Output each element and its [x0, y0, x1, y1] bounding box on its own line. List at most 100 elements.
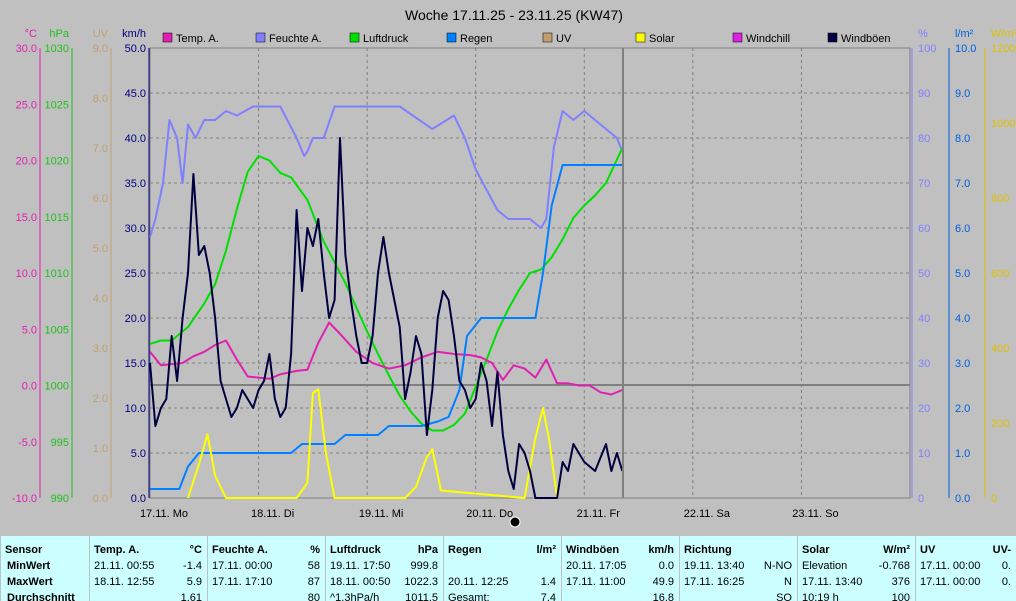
axis-tick-label: 0.0 [955, 493, 970, 505]
axis-tick-label: 10.0 [955, 43, 976, 55]
axis-tick-label: 100 [918, 43, 936, 55]
x-tick-label: 19.11. Mi [359, 508, 403, 520]
panel-header: Temp. A. [94, 544, 140, 556]
row-value: 7.4 [540, 592, 556, 601]
x-tick-label: 21.11. Fr [577, 508, 621, 520]
axis-tick-label: 1010 [45, 268, 69, 280]
weekly-weather-chart: °C 30.0 25.0 20.0 15.0 10.0 5.0 0.0 -5.0 -10.0 hPa… [11, 7, 1016, 528]
axis-tick-label: 6.0 [955, 223, 970, 235]
axis-tick-label: 5.0 [22, 324, 37, 336]
axis-tick-label: 1030 [45, 43, 69, 55]
legend-swatch [446, 32, 457, 43]
legend-label: Luftdruck [363, 33, 409, 45]
current-day-dot [509, 516, 521, 528]
axis-tick-label: 60 [918, 223, 930, 235]
row-value: 0.0 [658, 560, 674, 572]
axis-unit-label: UV [93, 28, 109, 40]
axis-tick-label: 0 [991, 493, 997, 505]
row-time: ^1.3hPa/h [330, 592, 380, 601]
row-value: 1011.5 [405, 592, 438, 601]
axis-tick-label: 600 [991, 268, 1009, 280]
row-label: MaxWert [7, 576, 53, 588]
row-time: 21.11. 00:55 [94, 560, 155, 572]
row-time: 20.11. 17:05 [566, 560, 627, 572]
series-line-tempa [149, 321, 623, 396]
stats-panel-uv: UV UV- 17.11. 00:00 0. 17.11. 00:00 0. [915, 536, 1016, 601]
row-label: Durchschnitt [7, 592, 75, 601]
axis-tick-label: 70 [918, 178, 930, 190]
axis-tick-label: 10.0 [16, 268, 37, 280]
value-axes: °C 30.0 25.0 20.0 15.0 10.0 5.0 0.0 -5.0 -10.0 hPa… [12, 28, 1016, 505]
stats-panel-solar: Solar W/m² Elevation -0.768 17.11. 13:40 376 1… [797, 536, 916, 601]
axis-unit-label: km/h [122, 28, 146, 40]
axis-tick-label: 0.0 [131, 493, 146, 505]
x-tick-label: 17.11. Mo [140, 508, 188, 520]
stats-panel-sensor: Sensor MinWert MaxWert Durchschnitt [0, 536, 90, 601]
axis-tick-label: 7.0 [93, 143, 108, 155]
series-line-feuchtea [149, 105, 624, 238]
axis-tick-label: 90 [918, 88, 930, 100]
axis-tick-label: 995 [51, 437, 69, 449]
axis-tick-label: 1005 [45, 324, 69, 336]
legend-label: Temp. A. [176, 33, 219, 45]
row-time: 10:19 h [802, 592, 839, 601]
row-value: 16.8 [652, 592, 674, 601]
legend-label: Feuchte A. [269, 33, 322, 45]
legend-swatch [635, 32, 646, 43]
legend-label: Windböen [841, 33, 891, 45]
axis-tick-label: 2.0 [955, 403, 970, 415]
row-value: 87 [307, 576, 320, 588]
row-value: 58 [307, 560, 320, 572]
axis-tick-label: 25.0 [125, 268, 146, 280]
legend-label: Windchill [746, 33, 790, 45]
axis-unit-label: l/m² [955, 28, 974, 40]
stats-panel-regen: Regen l/m² 20.11. 12:25 1.4 Gesamt: 7.4 [443, 536, 562, 601]
axis-tick-label: 35.0 [125, 178, 146, 190]
legend-label: Regen [460, 33, 492, 45]
row-value: 5.9 [186, 576, 202, 588]
axis-tick-label: 10 [918, 448, 930, 460]
row-time: 17.11. 00:00 [920, 560, 981, 572]
row-time: 20.11. 12:25 [448, 576, 509, 588]
axis-tick-label: 1025 [45, 99, 69, 111]
row-label: MinWert [7, 560, 51, 572]
panel-header: Luftdruck [330, 544, 381, 556]
row-value: 376 [891, 576, 910, 588]
axis-tick-label: 30.0 [16, 43, 37, 55]
x-tick-label: 23.11. So [792, 508, 838, 520]
series-line-solar [187, 388, 559, 499]
row-time: 18.11. 12:55 [94, 576, 155, 588]
row-time: 19.11. 17:50 [330, 560, 391, 572]
panel-unit: l/m² [536, 544, 556, 556]
row-value: -0.768 [878, 560, 910, 572]
axis-tick-label: 30 [918, 358, 930, 370]
legend-swatch [255, 32, 266, 43]
axis-tick-label: 5.0 [93, 243, 108, 255]
axis-tick-label: 7.0 [955, 178, 970, 190]
axis-tick-label: 20.0 [125, 313, 146, 325]
panel-header: UV [920, 544, 936, 556]
series-line-windben [149, 137, 624, 499]
axis-unit-label: % [918, 28, 928, 40]
row-time: 17.11. 16:25 [684, 576, 745, 588]
panel-header: Richtung [684, 544, 732, 556]
panel-header: Sensor [5, 544, 43, 556]
row-value: 1022.3 [404, 576, 438, 588]
axis-tick-label: 400 [991, 343, 1009, 355]
stats-panel-luftdruck: Luftdruck hPa 19.11. 17:50 999.8 18.11. 00:5… [325, 536, 444, 601]
row-value: -1.4 [183, 560, 202, 572]
axis-tick-label: 8.0 [93, 93, 108, 105]
legend: Temp. A. Feuchte A. Luftdruck Regen UV Solar W… [162, 32, 891, 45]
row-time: Elevation [802, 560, 848, 572]
axis-tick-label: 20 [918, 403, 930, 415]
axis-tick-label: 200 [991, 418, 1009, 430]
axis-tick-label: -10.0 [12, 493, 37, 505]
axis-tick-label: 40.0 [125, 133, 146, 145]
axis-tick-label: 5.0 [955, 268, 970, 280]
row-time: 17.11. 00:00 [920, 576, 981, 588]
row-value: 0. [1001, 576, 1011, 588]
row-value: 1.4 [540, 576, 556, 588]
row-time: 18.11. 00:50 [330, 576, 391, 588]
axis-tick-label: 25.0 [16, 99, 37, 111]
panel-unit: % [310, 544, 320, 556]
